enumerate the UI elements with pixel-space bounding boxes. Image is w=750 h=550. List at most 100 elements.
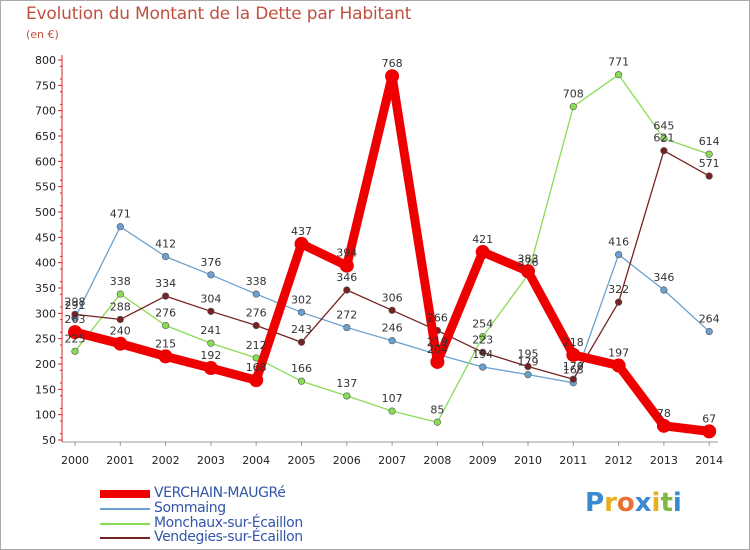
data-label: 412	[155, 238, 176, 251]
y-tick-label: 100	[35, 409, 56, 422]
data-point	[660, 134, 668, 143]
data-label: 272	[336, 309, 357, 322]
data-label: 614	[699, 135, 720, 148]
data-label: 192	[200, 349, 221, 362]
y-tick-label: 150	[35, 383, 56, 396]
data-point	[479, 333, 487, 341]
data-point	[388, 407, 396, 415]
data-point	[479, 348, 487, 356]
logo-letter: x	[634, 488, 652, 518]
data-point	[207, 307, 215, 315]
data-point	[660, 286, 668, 294]
data-point	[614, 250, 623, 259]
data-point	[158, 349, 173, 364]
data-point	[705, 172, 713, 180]
data-point	[566, 347, 581, 362]
y-tick-label: 450	[35, 231, 56, 244]
data-label: 338	[246, 275, 267, 288]
data-point	[252, 290, 260, 298]
data-point	[433, 418, 442, 426]
logo-letter: t	[660, 488, 673, 518]
x-tick-label: 2012	[605, 454, 633, 467]
data-label: 225	[65, 332, 86, 345]
data-label: 163	[563, 364, 584, 377]
data-point	[252, 321, 260, 330]
x-tick-label: 2009	[469, 454, 497, 467]
data-label: 298	[65, 295, 86, 308]
legend-swatch	[100, 537, 150, 539]
y-tick-label: 350	[35, 282, 56, 295]
data-label: 67	[702, 412, 716, 425]
data-point	[343, 323, 351, 332]
data-point	[524, 371, 532, 379]
data-label: 166	[291, 362, 312, 375]
data-label: 78	[657, 407, 671, 420]
y-tick-label: 500	[35, 206, 56, 219]
data-label: 85	[430, 403, 444, 416]
data-point	[249, 373, 264, 388]
data-label: 240	[110, 325, 131, 338]
data-label: 771	[608, 56, 629, 69]
logo-letter: i	[672, 488, 682, 518]
y-tick-label: 550	[35, 181, 56, 194]
y-tick-label: 200	[35, 358, 56, 371]
data-point	[702, 424, 717, 439]
data-label: 645	[653, 120, 674, 133]
data-point	[297, 377, 306, 385]
data-point	[207, 339, 215, 347]
data-label: 338	[110, 275, 131, 288]
data-label: 376	[518, 256, 539, 269]
data-label: 322	[608, 283, 629, 296]
x-tick-label: 2007	[378, 454, 406, 467]
data-label: 276	[155, 306, 176, 319]
data-label: 264	[699, 313, 720, 326]
data-point	[614, 298, 623, 306]
y-tick-label: 650	[35, 130, 56, 143]
data-label: 416	[608, 236, 629, 249]
data-label: 266	[427, 312, 448, 325]
data-label: 276	[246, 306, 267, 319]
data-label: 394	[336, 247, 357, 260]
data-point	[343, 286, 351, 294]
chart-subtitle: (en €)	[26, 28, 59, 41]
data-point	[611, 358, 626, 373]
x-tick-label: 2006	[333, 454, 361, 467]
data-point	[430, 354, 445, 369]
y-tick-label: 750	[35, 79, 56, 92]
logo-letter: P	[585, 488, 605, 518]
data-label: 204	[427, 343, 448, 356]
legend-swatch	[100, 508, 150, 510]
proxiti-logo: Proxiti	[585, 488, 682, 518]
x-tick-label: 2004	[242, 454, 270, 467]
data-label: 241	[200, 324, 221, 337]
data-point	[705, 327, 713, 336]
data-point	[656, 418, 671, 433]
data-label: 437	[291, 225, 312, 238]
x-tick-label: 2008	[423, 454, 451, 467]
y-tick-label: 300	[35, 307, 56, 320]
x-tick-label: 2001	[106, 454, 134, 467]
legend-swatch	[100, 490, 150, 498]
data-label: 288	[110, 300, 131, 313]
data-label: 107	[382, 392, 403, 405]
y-tick-label: 250	[35, 333, 56, 346]
data-label: 346	[653, 271, 674, 284]
data-point	[162, 321, 170, 330]
data-label: 243	[291, 323, 312, 336]
data-point	[569, 375, 577, 383]
legend-label: Monchaux-sur-Écaillon	[154, 515, 303, 531]
data-point	[388, 306, 396, 314]
data-point	[343, 392, 351, 400]
legend-swatch	[100, 523, 150, 525]
data-label: 168	[246, 361, 267, 374]
data-label: 291	[65, 299, 86, 312]
data-label: 263	[65, 313, 86, 326]
data-point	[524, 362, 532, 371]
x-tick-label: 2010	[514, 454, 542, 467]
data-point	[385, 69, 400, 84]
data-label: 383	[518, 252, 539, 265]
data-point	[207, 271, 215, 279]
data-label: 471	[110, 208, 131, 221]
data-label: 304	[200, 292, 221, 305]
